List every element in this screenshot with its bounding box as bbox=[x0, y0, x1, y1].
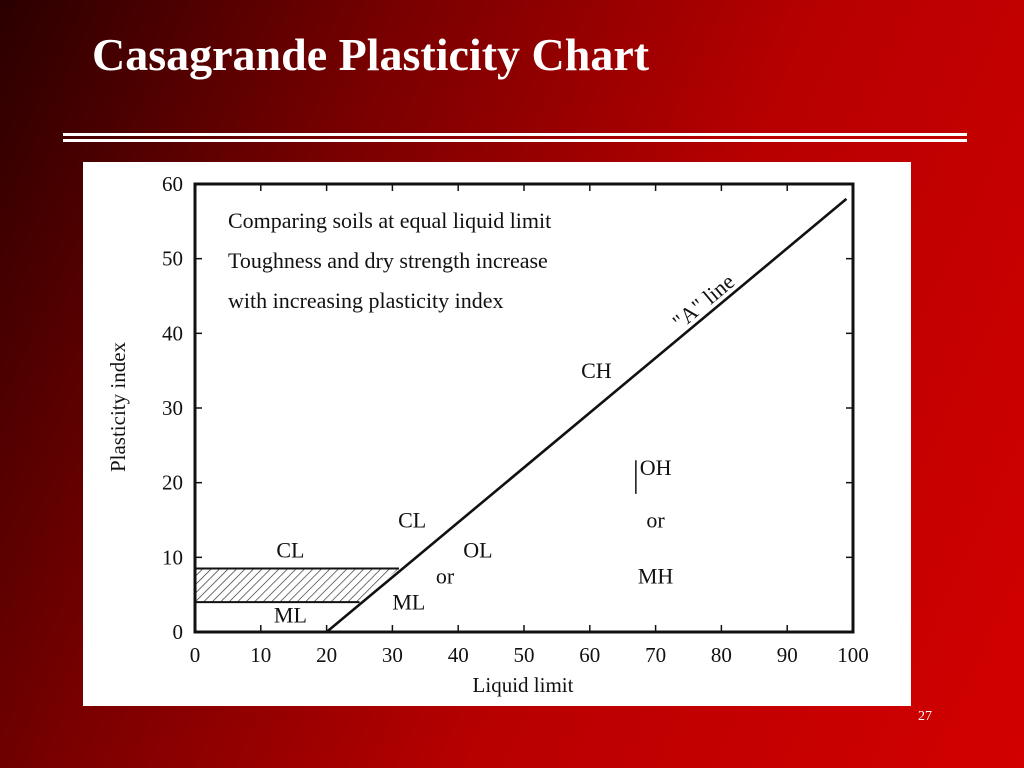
x-tick-label: 40 bbox=[448, 643, 469, 667]
chart-annotation-line: with increasing plasticity index bbox=[228, 288, 504, 313]
y-tick-label: 30 bbox=[162, 396, 183, 420]
region-label: OH bbox=[640, 455, 672, 480]
region-label: ML bbox=[392, 590, 425, 615]
y-tick-label: 0 bbox=[173, 620, 184, 644]
x-tick-label: 60 bbox=[579, 643, 600, 667]
x-tick-label: 20 bbox=[316, 643, 337, 667]
y-axis-label: Plasticity index bbox=[106, 341, 130, 472]
chart-annotation-line: Toughness and dry strength increase bbox=[228, 248, 548, 273]
plasticity-chart-panel: 0 10 20 30 40 50 60 70 80 90 100 0 10 20 30 40 50 60 "A" … bbox=[83, 162, 911, 706]
x-axis-label: Liquid limit bbox=[473, 673, 574, 697]
y-tick-label: 60 bbox=[162, 172, 183, 196]
y-tick-label: 40 bbox=[162, 321, 183, 345]
x-tick-label: 100 bbox=[837, 643, 869, 667]
title-divider-line bbox=[63, 133, 967, 136]
title-divider-line bbox=[63, 139, 967, 142]
region-label: CL bbox=[398, 507, 426, 532]
region-label: or bbox=[436, 563, 455, 588]
y-tick-label: 50 bbox=[162, 247, 183, 271]
a-line-series bbox=[325, 197, 848, 633]
cl-ml-hatched-band bbox=[195, 568, 399, 603]
x-tick-label: 80 bbox=[711, 643, 732, 667]
region-label: CL bbox=[276, 537, 304, 562]
slide-number: 27 bbox=[918, 709, 932, 724]
chart-annotation-line: Comparing soils at equal liquid limit bbox=[228, 208, 551, 233]
x-tick-label: 0 bbox=[190, 643, 201, 667]
region-label: or bbox=[646, 507, 665, 532]
x-tick-label: 70 bbox=[645, 643, 666, 667]
x-tick-label: 10 bbox=[250, 643, 271, 667]
slide-title: Casagrande Plasticity Chart bbox=[92, 29, 650, 80]
a-line-label: "A" line bbox=[668, 269, 740, 335]
region-label: OL bbox=[463, 537, 492, 562]
x-tick-label: 30 bbox=[382, 643, 403, 667]
y-tick-label: 20 bbox=[162, 471, 183, 495]
region-label: CH bbox=[581, 358, 612, 383]
x-tick-label: 50 bbox=[514, 643, 535, 667]
region-label: ML bbox=[274, 602, 307, 627]
plasticity-chart: 0 10 20 30 40 50 60 70 80 90 100 0 10 20 30 40 50 60 "A" … bbox=[106, 172, 869, 697]
region-label: MH bbox=[638, 563, 674, 588]
y-tick-label: 10 bbox=[162, 545, 183, 569]
x-tick-label: 90 bbox=[777, 643, 798, 667]
